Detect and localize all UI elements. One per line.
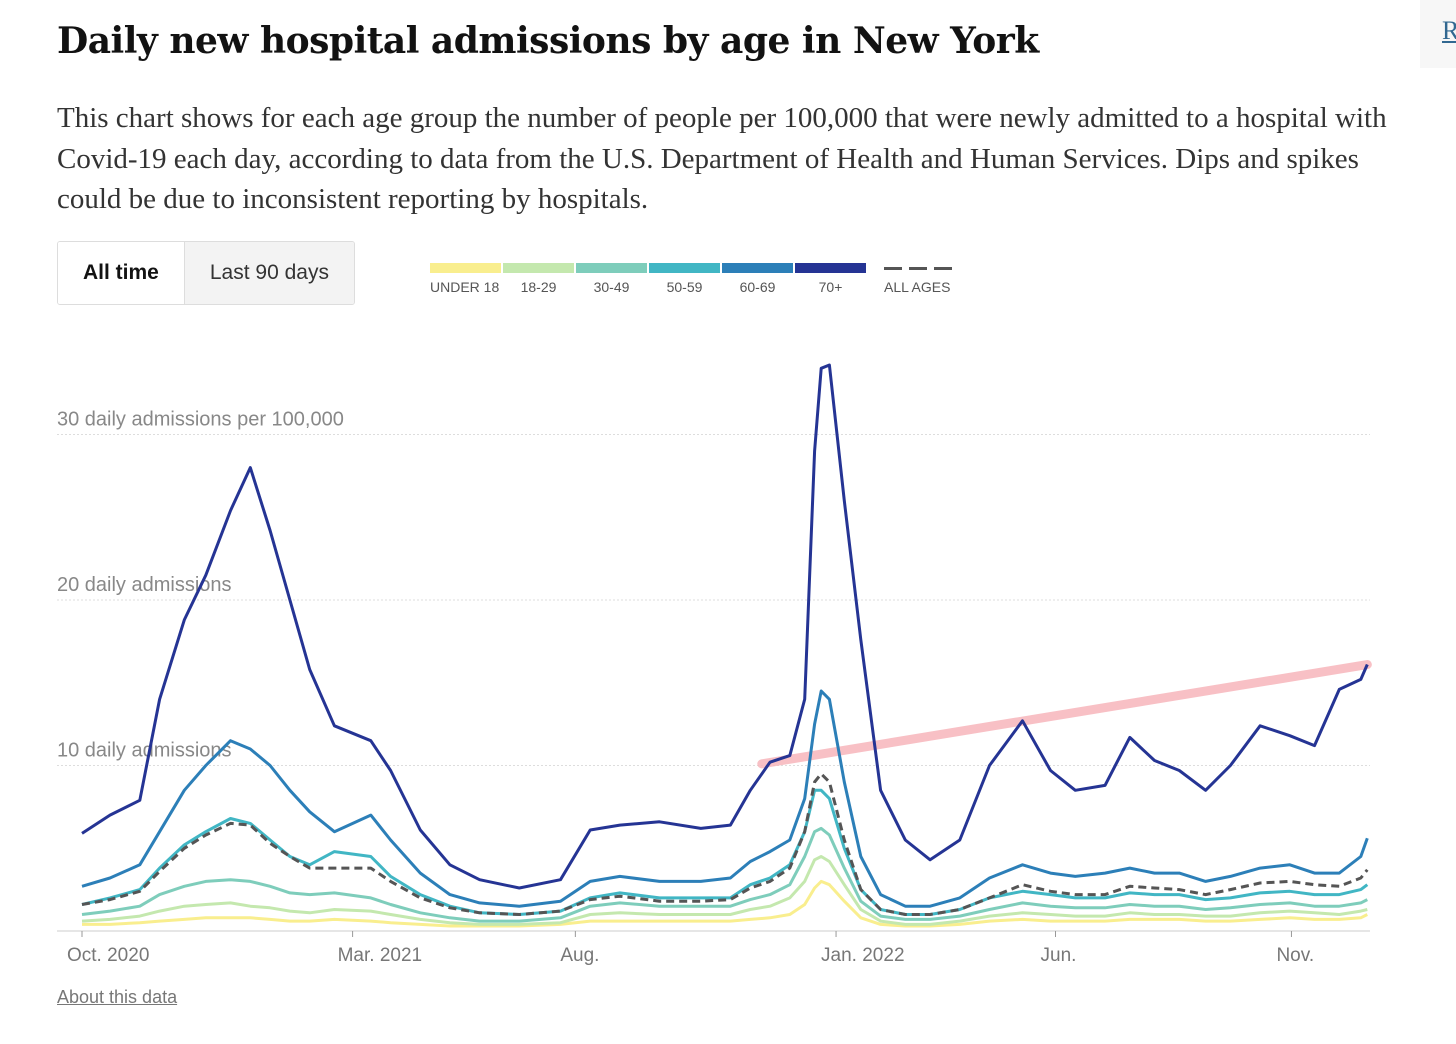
legend-swatch xyxy=(576,263,647,273)
legend-swatch xyxy=(722,263,793,273)
side-link[interactable]: R xyxy=(1442,16,1456,45)
legend-swatch xyxy=(430,263,501,273)
time-range-toggle: All time Last 90 days xyxy=(57,241,355,305)
legend-label: ALL AGES xyxy=(884,279,951,295)
about-data-link[interactable]: About this data xyxy=(57,987,178,1007)
series-line-30-49 xyxy=(81,826,1368,923)
series-line-50-59 xyxy=(81,788,1369,916)
legend-label: 70+ xyxy=(818,279,843,295)
x-tick-label: Aug. xyxy=(560,945,599,966)
chart-description: This chart shows for each age group the … xyxy=(57,102,1387,215)
legend-label: 50-59 xyxy=(666,279,703,295)
trend-annotation-line xyxy=(757,660,1372,769)
legend-item: 60-69 xyxy=(722,263,793,295)
series-line-70- xyxy=(81,363,1369,890)
x-tick-label: Oct. 2020 xyxy=(67,945,149,966)
y-tick-label: 20 daily admissions xyxy=(57,574,232,596)
legend-label: 30-49 xyxy=(593,279,630,295)
series-line-all-ages xyxy=(81,772,1369,916)
legend-swatch xyxy=(795,263,866,273)
legend-item: 30-49 xyxy=(576,263,647,295)
legend-label: 18-29 xyxy=(520,279,557,295)
legend-item: ALL AGES xyxy=(884,263,954,295)
y-tick-label: 10 daily admissions xyxy=(57,740,232,762)
side-panel: R xyxy=(1420,0,1456,68)
legend-item: UNDER 18 xyxy=(430,263,501,295)
all-time-button[interactable]: All time xyxy=(58,242,185,304)
last-90-days-button[interactable]: Last 90 days xyxy=(184,242,354,304)
x-tick-label: Nov. xyxy=(1276,945,1314,966)
x-tick-label: Mar. 2021 xyxy=(338,945,423,966)
chart-legend: UNDER 18 18-29 30-49 50-59 60-69 70+ ALL AGES xyxy=(430,263,956,295)
x-tick-label: Jan. 2022 xyxy=(821,945,904,966)
legend-swatch xyxy=(503,263,574,273)
legend-swatch xyxy=(884,263,954,273)
series-line-under-18 xyxy=(82,879,1368,928)
series-line-60-69 xyxy=(81,689,1369,908)
page-title: Daily new hospital admissions by age in … xyxy=(57,20,1039,62)
y-tick-label: 30 daily admissions per 100,000 xyxy=(57,409,344,431)
legend-swatch xyxy=(649,263,720,273)
series-line-18-29 xyxy=(81,855,1368,926)
x-tick-label: Jun. xyxy=(1041,945,1077,966)
legend-item: 50-59 xyxy=(649,263,720,295)
legend-label: UNDER 18 xyxy=(430,279,500,295)
legend-label: 60-69 xyxy=(739,279,776,295)
legend-item: 18-29 xyxy=(503,263,574,295)
legend-item: 70+ xyxy=(795,263,866,295)
